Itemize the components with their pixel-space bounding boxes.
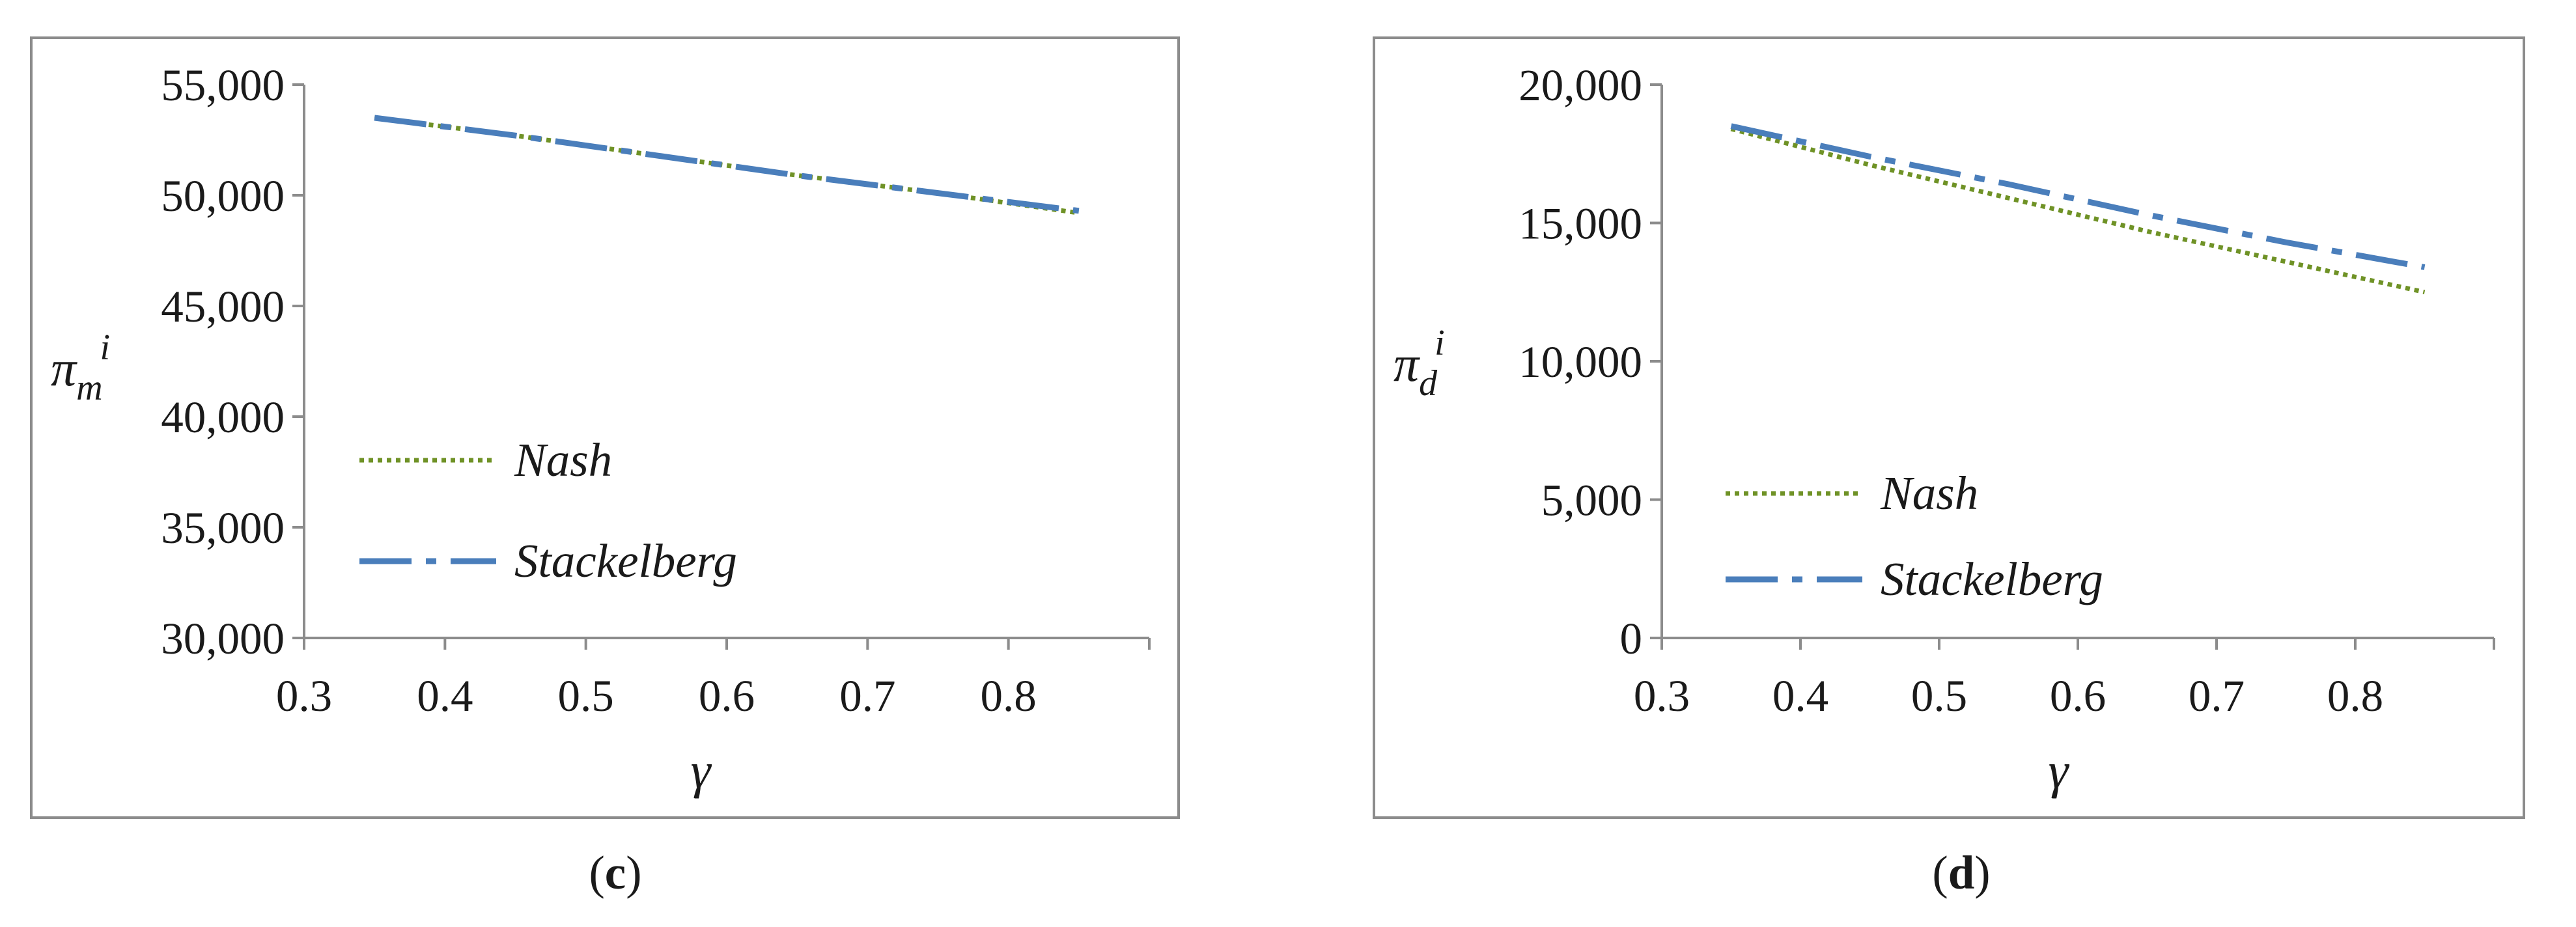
legend-label-stackelberg: Stackelberg [514, 534, 737, 587]
y-tick-label: 10,000 [1519, 337, 1642, 387]
x-tick-label: 0.4 [417, 671, 473, 721]
y-axis-label-main: π [51, 340, 77, 396]
x-tick-label: 0.5 [1911, 671, 1967, 721]
x-tick-label: 0.3 [276, 671, 332, 721]
y-tick-label: 45,000 [161, 282, 285, 331]
caption-close: ) [1974, 846, 1990, 899]
legend-label-nash: Nash [514, 434, 612, 486]
x-tick-label: 0.7 [839, 671, 895, 721]
y-axis-label-sup: i [1435, 323, 1445, 363]
chart-panel-c: 30,000 35,000 40,000 45,000 50,000 55,000 0.3 0… [30, 36, 1180, 899]
series-line-stackelberg [1730, 123, 2426, 270]
series-line-stackelberg [374, 115, 1080, 214]
y-tick-label: 15,000 [1519, 199, 1642, 249]
y-axis-label-sub: m [76, 368, 102, 408]
y-axis-label-sub: d [1419, 363, 1438, 404]
y-axis-label-main: π [1393, 335, 1420, 392]
caption-open: ( [589, 846, 604, 899]
chart-frame [30, 36, 1180, 819]
y-tick-label: 55,000 [161, 61, 285, 110]
series-line-nash [1730, 126, 2426, 295]
y-tick-label: 35,000 [161, 503, 285, 553]
panel-caption: (d) [1932, 846, 1990, 899]
legend-label-nash: Nash [1880, 467, 1978, 519]
caption-open: ( [1932, 846, 1948, 899]
y-tick-label: 0 [1620, 614, 1643, 663]
y-axis-label: πdi [1393, 323, 1445, 404]
x-axis-label: γ [691, 742, 712, 799]
y-axis-label-sup: i [100, 327, 111, 368]
y-tick-label: 40,000 [161, 393, 285, 442]
x-tick-label: 0.8 [2327, 671, 2383, 721]
chart-panel-d: 0 5,000 10,000 15,000 20,000 0.3 0.4 0.5 0.6 0.7 0… [1373, 36, 2525, 899]
chart-frame [1373, 36, 2525, 819]
x-tick-label: 0.5 [558, 671, 614, 721]
x-tick-label: 0.6 [2050, 671, 2106, 721]
panel-caption: (c) [589, 846, 641, 899]
x-tick-label: 0.8 [981, 671, 1037, 721]
y-axis-label: πmi [51, 327, 110, 408]
caption-letter: c [605, 846, 626, 899]
x-tick-label: 0.7 [2189, 671, 2245, 721]
x-tick-label: 0.3 [1634, 671, 1690, 721]
y-tick-label: 5,000 [1541, 476, 1642, 525]
y-tick-label: 20,000 [1519, 61, 1642, 110]
y-tick-label: 30,000 [161, 614, 285, 663]
legend-label-stackelberg: Stackelberg [1881, 553, 2103, 605]
caption-letter: d [1948, 846, 1975, 899]
x-axis-label: γ [2049, 742, 2070, 799]
x-tick-label: 0.6 [699, 671, 755, 721]
caption-close: ) [626, 846, 641, 899]
x-tick-label: 0.4 [1772, 671, 1828, 721]
y-tick-label: 50,000 [161, 171, 285, 221]
